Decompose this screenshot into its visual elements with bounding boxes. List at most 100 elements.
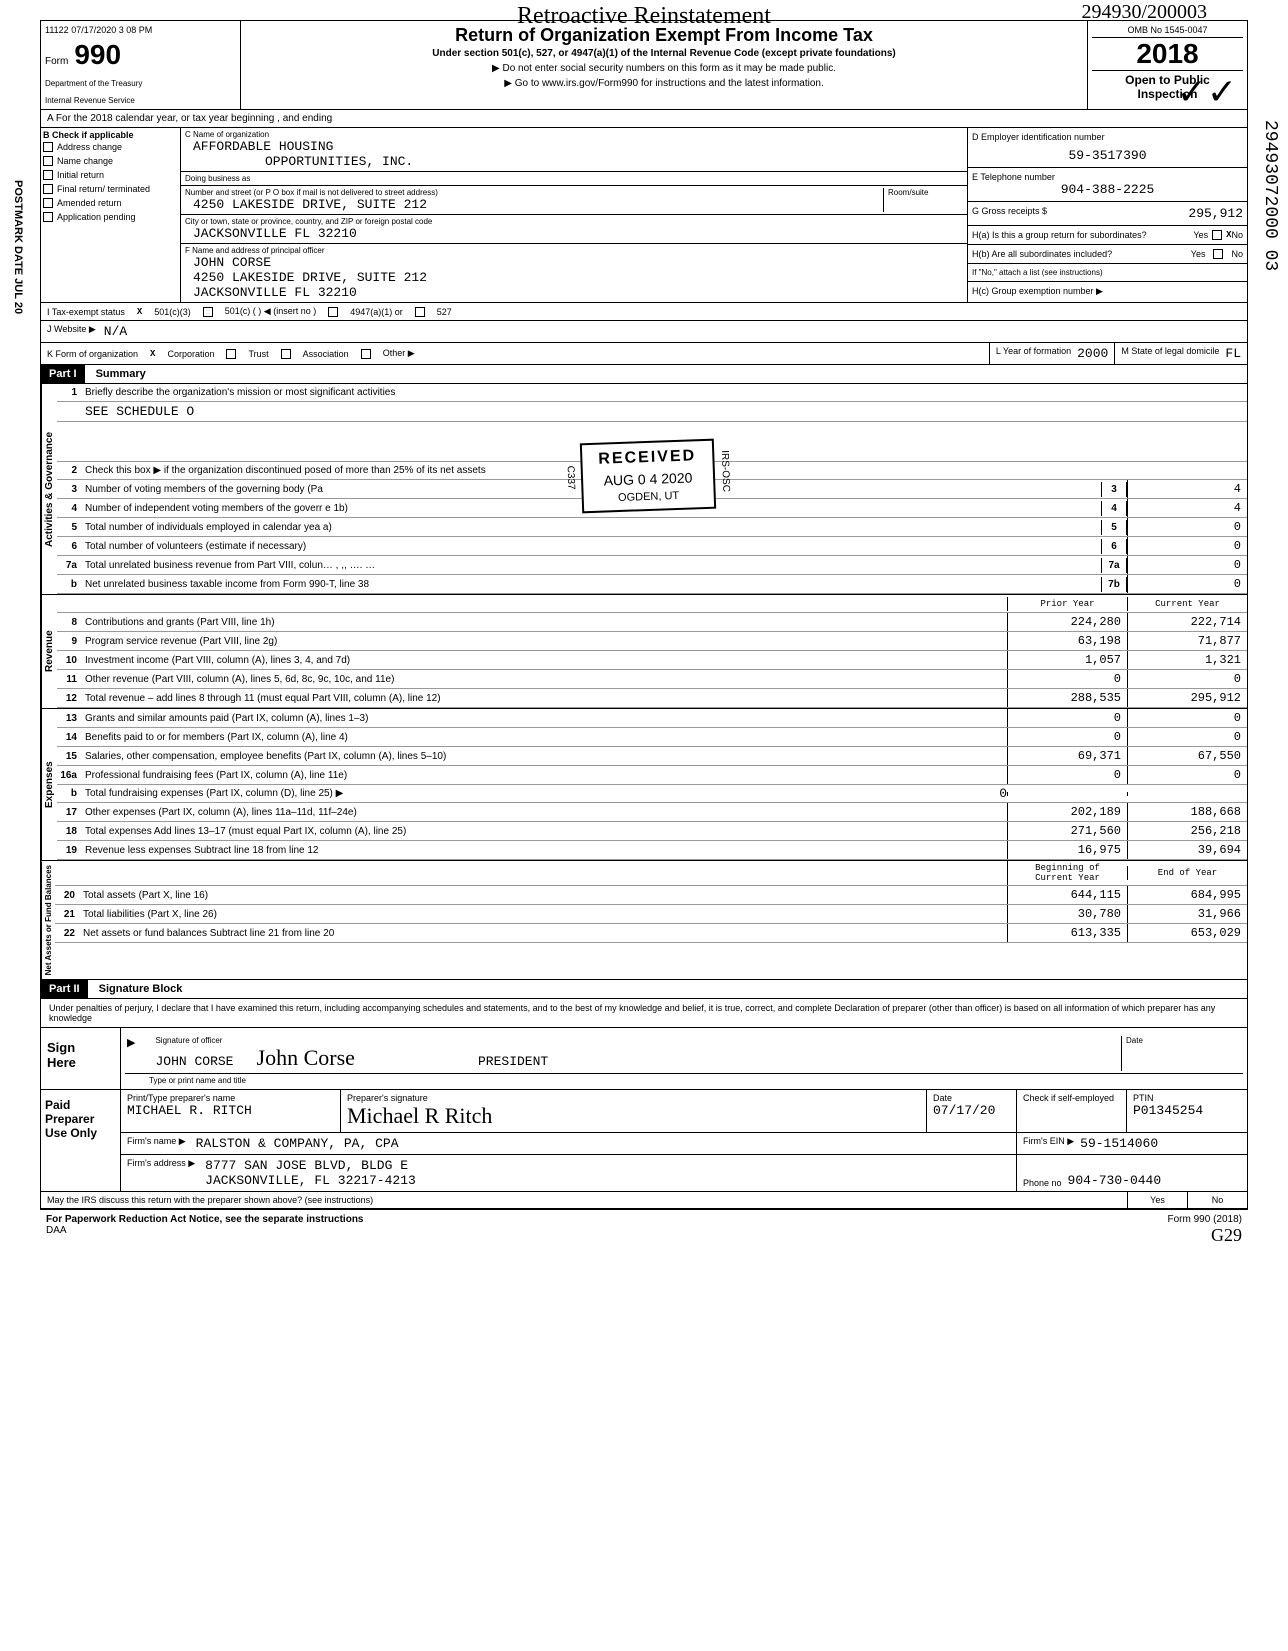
firm-phone-label: Phone no — [1023, 1178, 1062, 1188]
form-subtitle: Under section 501(c), 527, or 4947(a)(1)… — [245, 48, 1083, 59]
line-5: Total number of individuals employed in … — [81, 520, 1101, 535]
pra-notice: For Paperwork Reduction Act Notice, see … — [46, 1214, 364, 1225]
omb-number: OMB No 1545-0047 — [1092, 25, 1243, 38]
col-prior-year: Prior Year — [1007, 597, 1127, 611]
org-city: JACKSONVILLE FL 32210 — [193, 226, 357, 241]
paid-label-3: Use Only — [45, 1126, 116, 1140]
officer-title: PRESIDENT — [478, 1054, 548, 1069]
check-amended-return[interactable]: Amended return — [43, 196, 178, 210]
label-gross: G Gross receipts $ — [972, 206, 1047, 221]
section-b-title: B Check if applicable — [43, 130, 178, 140]
label-hc: H(c) Group exemption number ▶ — [968, 282, 1247, 301]
table-row: 13Grants and similar amounts paid (Part … — [57, 709, 1247, 728]
date-label: Date — [1121, 1036, 1241, 1071]
preparer-name-label: Print/Type preparer's name — [127, 1093, 334, 1103]
side-number: 29493072000 03 — [1260, 120, 1280, 271]
label-city: City or town, state or province, country… — [185, 217, 963, 226]
ha-yes: Yes — [1193, 230, 1208, 240]
discuss-no[interactable]: No — [1187, 1192, 1247, 1208]
opt-527: 527 — [437, 307, 452, 317]
501c3-x: X — [137, 307, 142, 317]
initials-scribble: ✓✓ — [1177, 71, 1237, 113]
dept-irs: Internal Revenue Service — [45, 96, 236, 105]
label-phone: E Telephone number — [972, 172, 1243, 182]
org-address: 4250 LAKESIDE DRIVE, SUITE 212 — [193, 197, 427, 212]
form-note-ssn: ▶ Do not enter social security numbers o… — [245, 63, 1083, 74]
preparer-signature: Michael R Ritch — [347, 1103, 920, 1129]
opt-trust: Trust — [248, 349, 268, 359]
ptin-value: P01345254 — [1133, 1103, 1241, 1118]
table-row: bTotal fundraising expenses (Part IX, co… — [57, 785, 1247, 803]
form-number: 990 — [74, 39, 121, 71]
preparer-name: MICHAEL R. RITCH — [127, 1103, 334, 1118]
check-application-pending[interactable]: Application pending — [43, 210, 178, 224]
dept-treasury: Department of the Treasury — [45, 79, 236, 88]
line-6: Total number of volunteers (estimate if … — [81, 539, 1101, 554]
opt-association: Association — [303, 349, 349, 359]
phone-value: 904-388-2225 — [972, 182, 1243, 197]
discuss-yes[interactable]: Yes — [1127, 1192, 1187, 1208]
officer-signature: John Corse — [257, 1045, 355, 1070]
col-current-year: Current Year — [1127, 597, 1247, 611]
check-address-change[interactable]: Address change — [43, 140, 178, 154]
line-7a-val: 0 — [1127, 556, 1247, 574]
gross-receipts: 295,912 — [1188, 206, 1243, 221]
ein-value: 59-3517390 — [972, 148, 1243, 163]
table-row: 17Other expenses (Part IX, column (A), l… — [57, 803, 1247, 822]
table-row: 16aProfessional fundraising fees (Part I… — [57, 766, 1247, 785]
line-7b-val: 0 — [1127, 575, 1247, 593]
org-name-1: AFFORDABLE HOUSING — [193, 139, 333, 154]
line-5-val: 0 — [1127, 518, 1247, 536]
label-address: Number and street (or P O box if mail is… — [185, 188, 883, 197]
table-row: 22Net assets or fund balances Subtract l… — [55, 924, 1247, 943]
preparer-sig-label: Preparer's signature — [347, 1093, 920, 1103]
line-4-val: 4 — [1127, 499, 1247, 517]
org-name-2: OPPORTUNITIES, INC. — [265, 154, 413, 169]
self-employed-label: Check if self-employed — [1017, 1090, 1127, 1132]
officer-address: 4250 LAKESIDE DRIVE, SUITE 212 — [193, 270, 963, 285]
perjury-statement: Under penalties of perjury, I declare th… — [41, 999, 1247, 1028]
hb-no: No — [1231, 249, 1243, 259]
table-row: 11Other revenue (Part VIII, column (A), … — [57, 670, 1247, 689]
officer-city: JACKSONVILLE FL 32210 — [193, 285, 963, 300]
opt-other: Other ▶ — [383, 348, 415, 359]
opt-501c: 501(c) ( ) ◀ (insert no ) — [225, 306, 316, 317]
state-domicile: FL — [1225, 346, 1241, 361]
label-year-formation: L Year of formation — [996, 346, 1071, 361]
revenue-label: Revenue — [41, 595, 57, 708]
table-row: 12Total revenue – add lines 8 through 11… — [57, 689, 1247, 708]
postmark-stamp: POSTMARK DATE JUL 20 — [12, 180, 24, 314]
firm-addr-1: 8777 SAN JOSE BLVD, BLDG E — [205, 1158, 416, 1173]
sig-officer-label: Signature of officer — [155, 1036, 1121, 1045]
table-row: 15Salaries, other compensation, employee… — [57, 747, 1247, 766]
label-form-org: K Form of organization — [47, 349, 138, 359]
opt-corporation: Corporation — [167, 349, 214, 359]
type-print-label: Type or print name and title — [125, 1076, 1243, 1085]
sign-label-1: Sign — [47, 1040, 114, 1055]
ha-no: No — [1231, 230, 1243, 240]
form-990-document: Retroactive Reinstatement 294930/200003 … — [40, 20, 1248, 1210]
part1-label: Part I — [41, 365, 85, 383]
ptin-label: PTIN — [1133, 1093, 1241, 1103]
year-formation: 2000 — [1077, 346, 1108, 361]
label-ein: D Employer identification number — [972, 132, 1243, 142]
row-a-calendar-year: A For the 2018 calendar year, or tax yea… — [41, 110, 1247, 128]
firm-phone: 904-730-0440 — [1068, 1173, 1162, 1188]
firm-addr-2: JACKSONVILLE, FL 32217-4213 — [205, 1173, 416, 1188]
firm-addr-label: Firm's address ▶ — [127, 1158, 195, 1188]
table-row: 18Total expenses Add lines 13–17 (must e… — [57, 822, 1247, 841]
netassets-label: Net Assets or Fund Balances — [41, 861, 55, 979]
opt-4947: 4947(a)(1) or — [350, 307, 403, 317]
label-website: J Website ▶ — [47, 324, 96, 339]
line-6-val: 0 — [1127, 537, 1247, 555]
label-dba: Doing business as — [185, 174, 250, 183]
preparer-date: 07/17/20 — [933, 1103, 1010, 1118]
check-initial-return[interactable]: Initial return — [43, 168, 178, 182]
line-7a: Total unrelated business revenue from Pa… — [81, 558, 1101, 573]
check-final-return[interactable]: Final return/ terminated — [43, 182, 178, 196]
tax-year: 2018 — [1092, 38, 1243, 70]
check-name-change[interactable]: Name change — [43, 154, 178, 168]
form-label: Form — [45, 56, 68, 67]
part2-label: Part II — [41, 980, 88, 998]
officer-printed-name: JOHN CORSE — [155, 1054, 233, 1069]
